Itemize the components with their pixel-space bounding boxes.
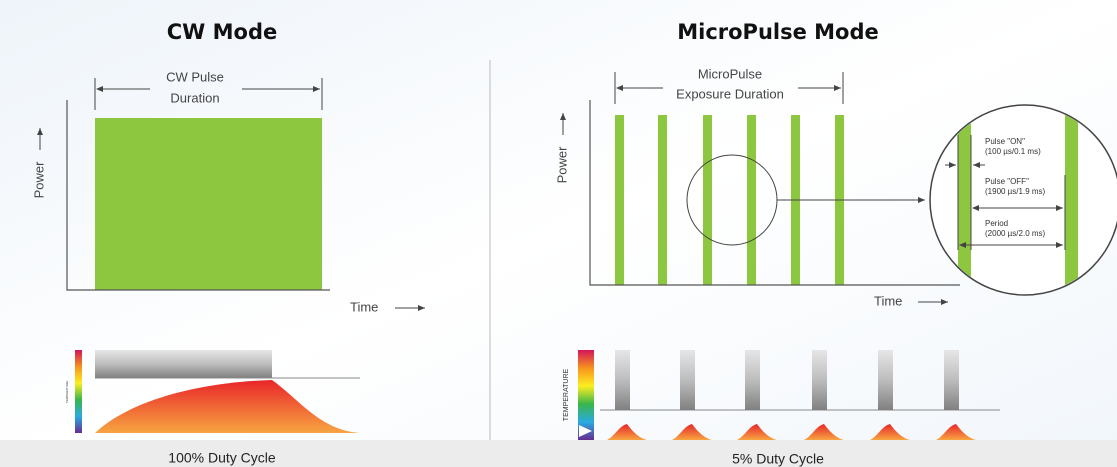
y-axis-label: Power bbox=[31, 161, 46, 199]
pulse bbox=[703, 115, 712, 285]
caption: 5% Duty Cycle bbox=[732, 451, 824, 467]
pulse bbox=[747, 115, 756, 285]
laser-bar bbox=[680, 350, 695, 410]
laser-bar bbox=[812, 350, 827, 410]
thermometer bbox=[75, 350, 82, 433]
x-axis-label: Time bbox=[874, 293, 902, 308]
laser-bar bbox=[615, 350, 630, 410]
laser-bar bbox=[878, 350, 893, 410]
pulse bbox=[658, 115, 667, 285]
dimension-label: CW Pulse bbox=[166, 69, 224, 84]
laser-bar bbox=[745, 350, 760, 410]
page: CW Mode CW Pulse Duration Power Time TEM… bbox=[0, 0, 1117, 467]
dimension-label: MicroPulse bbox=[698, 66, 762, 81]
temperature-label: TEMPERATURE bbox=[65, 381, 69, 403]
panel-title: MicroPulse Mode bbox=[677, 20, 879, 44]
caption: 100% Duty Cycle bbox=[168, 450, 276, 466]
detail-label: Period bbox=[985, 219, 1008, 228]
detail-value: (2000 µs/2.0 ms) bbox=[985, 229, 1046, 238]
panel-title: CW Mode bbox=[167, 20, 278, 44]
x-axis-label: Time bbox=[350, 299, 378, 314]
dimension-label: Duration bbox=[170, 90, 219, 105]
laser-bar bbox=[95, 350, 272, 378]
pulse bbox=[615, 115, 624, 285]
detail-value: (100 µs/0.1 ms) bbox=[985, 147, 1041, 156]
zoom-pulse bbox=[1065, 100, 1078, 300]
detail-value: (1900 µs/1.9 ms) bbox=[985, 187, 1046, 196]
laser-bar bbox=[944, 350, 959, 410]
detail-label: Pulse "ON" bbox=[985, 137, 1025, 146]
dimension-label: Exposure Duration bbox=[676, 86, 784, 101]
detail-label: Pulse "OFF" bbox=[985, 177, 1029, 186]
cw-pulse bbox=[95, 118, 322, 290]
temperature-label: TEMPERATURE bbox=[563, 368, 570, 421]
y-axis-label: Power bbox=[554, 146, 569, 184]
